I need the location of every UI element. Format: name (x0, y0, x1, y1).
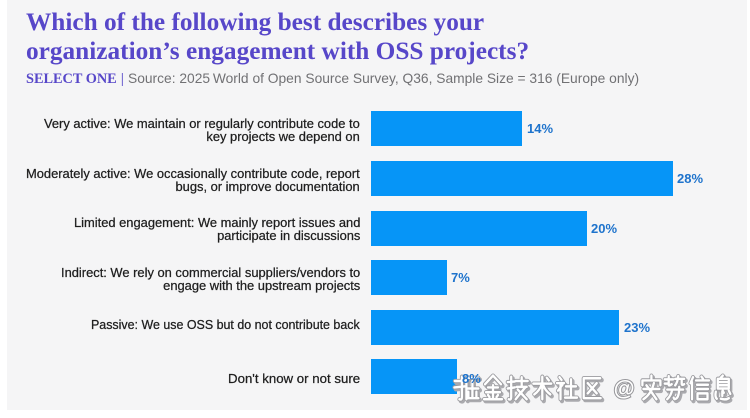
svg-text:@: @ (614, 377, 635, 401)
